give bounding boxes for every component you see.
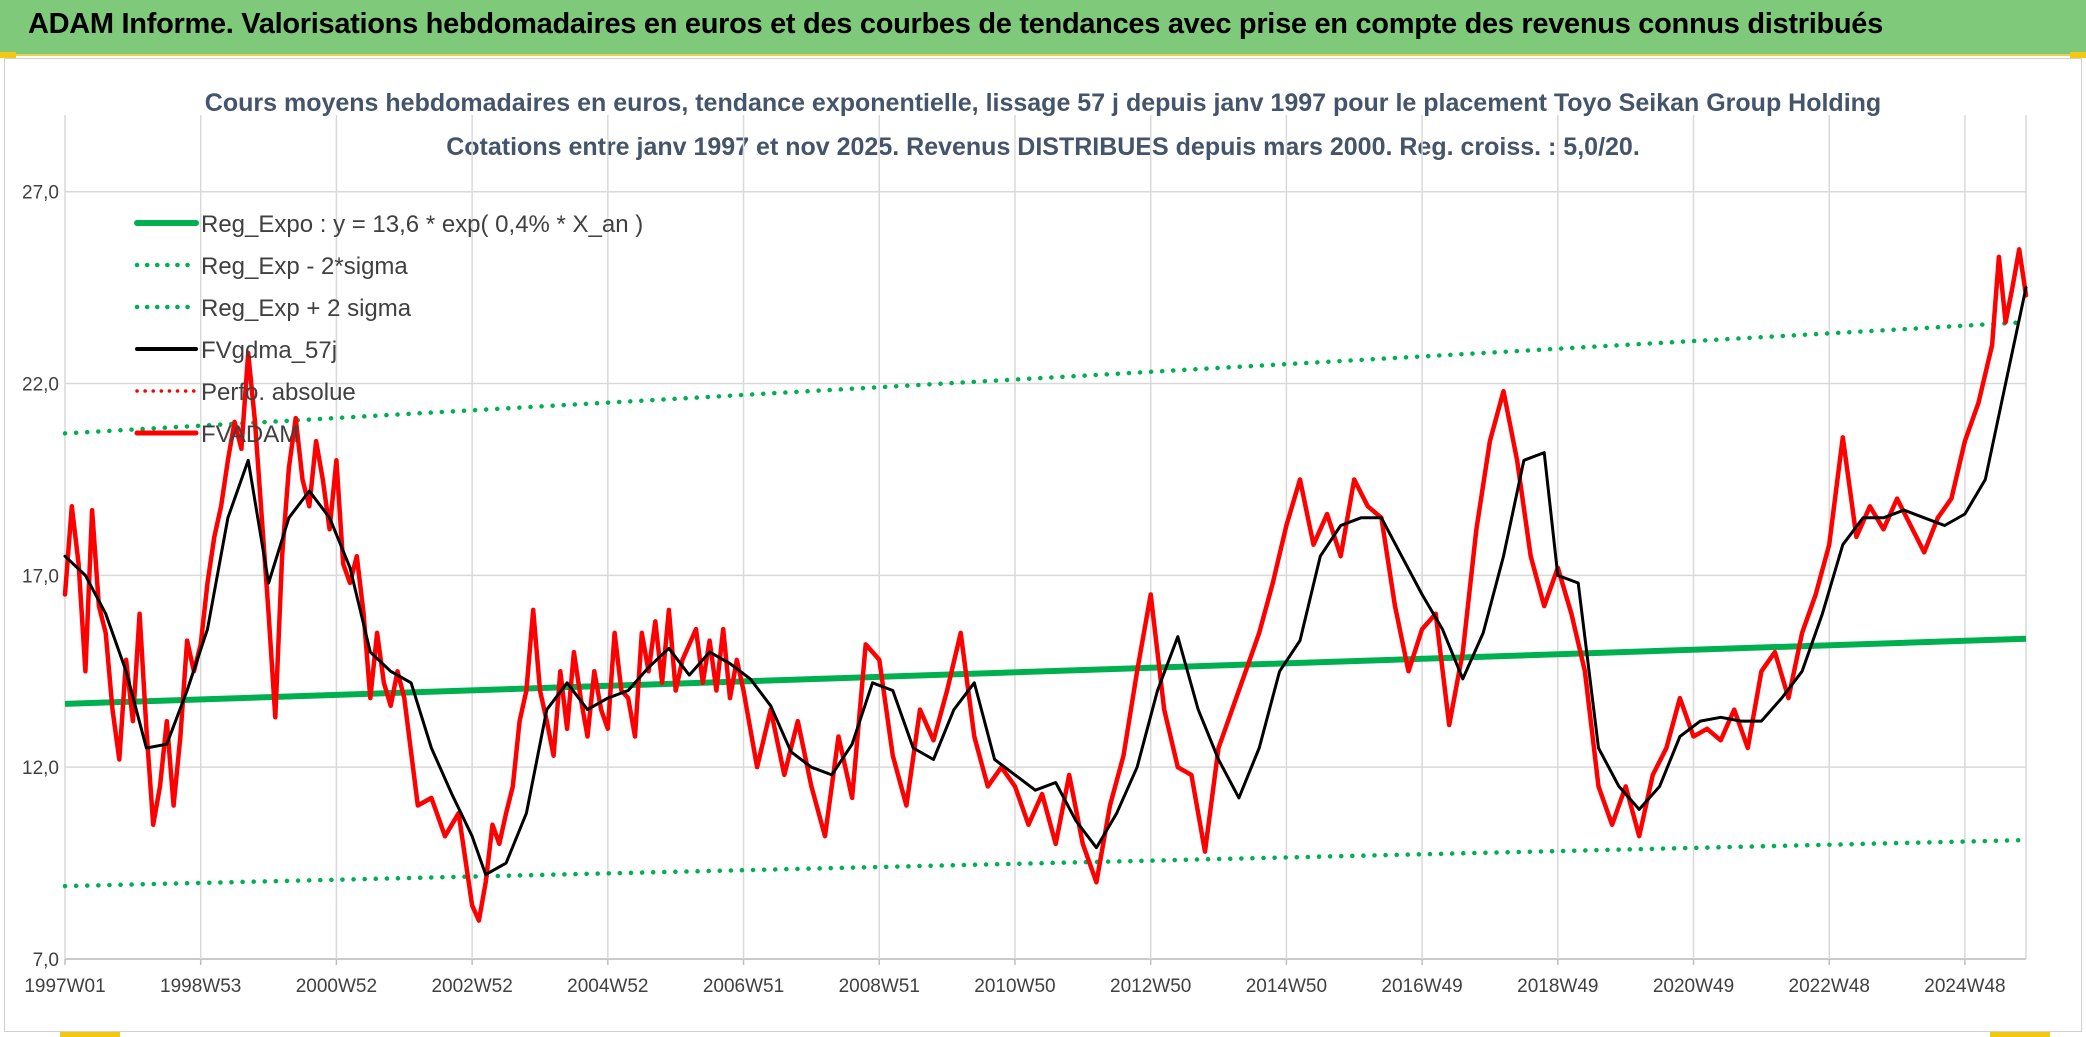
legend-label: Reg_Expo : y = 13,6 * exp( 0,4% * X_an )	[201, 211, 643, 238]
x-tick-label: 2016W49	[1381, 976, 1462, 997]
x-tick-label: 2008W51	[839, 976, 920, 997]
y-tick-label: 17,0	[22, 566, 59, 587]
x-tick-label: 2014W50	[1246, 976, 1327, 997]
x-tick-label: 2000W52	[296, 976, 377, 997]
x-tick-label: 2012W50	[1110, 976, 1191, 997]
legend-label: Reg_Exp + 2 sigma	[201, 295, 412, 322]
chart-series	[62, 247, 2029, 923]
chart-grid	[64, 115, 2027, 965]
header-banner: ADAM Informe. Valorisations hebdomadaire…	[0, 0, 2086, 56]
x-tick-label: 1998W53	[160, 976, 241, 997]
corner-marker-bottom-right	[1990, 1031, 2050, 1037]
page-title: ADAM Informe. Valorisations hebdomadaire…	[28, 8, 1883, 40]
x-tick-label: 2006W51	[703, 976, 784, 997]
x-tick-label: 2004W52	[567, 976, 648, 997]
chart-title-line2: Cotations entre janv 1997 et nov 2025. R…	[446, 133, 1640, 161]
x-tick-label: 2024W48	[1924, 976, 2005, 997]
x-axis-ticks: 1997W01 1998W53 2000W52 2002W52 2004W52 2006W…	[24, 976, 2005, 997]
y-tick-label: 12,0	[22, 758, 59, 779]
y-tick-label: 7,0	[33, 950, 59, 971]
x-tick-label: 2010W50	[974, 976, 1055, 997]
x-tick-label: 2018W49	[1517, 976, 1598, 997]
corner-marker-bottom-left	[60, 1031, 120, 1037]
series-fvadam	[62, 247, 2029, 923]
x-tick-label: 2020W49	[1653, 976, 1734, 997]
chart-frame	[4, 58, 2082, 1032]
x-tick-label: 1997W01	[24, 976, 105, 997]
series-reg-exp-minus-2sigma	[62, 837, 2029, 889]
series-fvgdma-57j	[63, 286, 2028, 877]
legend-label: FVADAM	[201, 421, 299, 448]
corner-marker-left	[0, 52, 16, 58]
y-axis-ticks: 7,0 12,0 17,0 22,0 27,0	[22, 183, 59, 971]
chart-title-line1: Cours moyens hebdomadaires en euros, ten…	[205, 89, 1881, 117]
series-reg-exp-plus-2sigma	[62, 319, 2029, 436]
legend-label: Perfo. absolue	[201, 379, 356, 406]
legend-label: FVgdma_57j	[201, 337, 337, 364]
legend-label: Reg_Exp - 2*sigma	[201, 253, 408, 280]
y-tick-label: 22,0	[22, 375, 59, 396]
x-tick-label: 2002W52	[431, 976, 512, 997]
y-tick-label: 27,0	[22, 183, 59, 204]
x-tick-label: 2022W48	[1789, 976, 1870, 997]
corner-marker-right	[2070, 52, 2086, 58]
series-reg-expo	[64, 635, 2027, 707]
chart-legend: Reg_Expo : y = 13,6 * exp( 0,4% * X_an )…	[134, 211, 643, 448]
